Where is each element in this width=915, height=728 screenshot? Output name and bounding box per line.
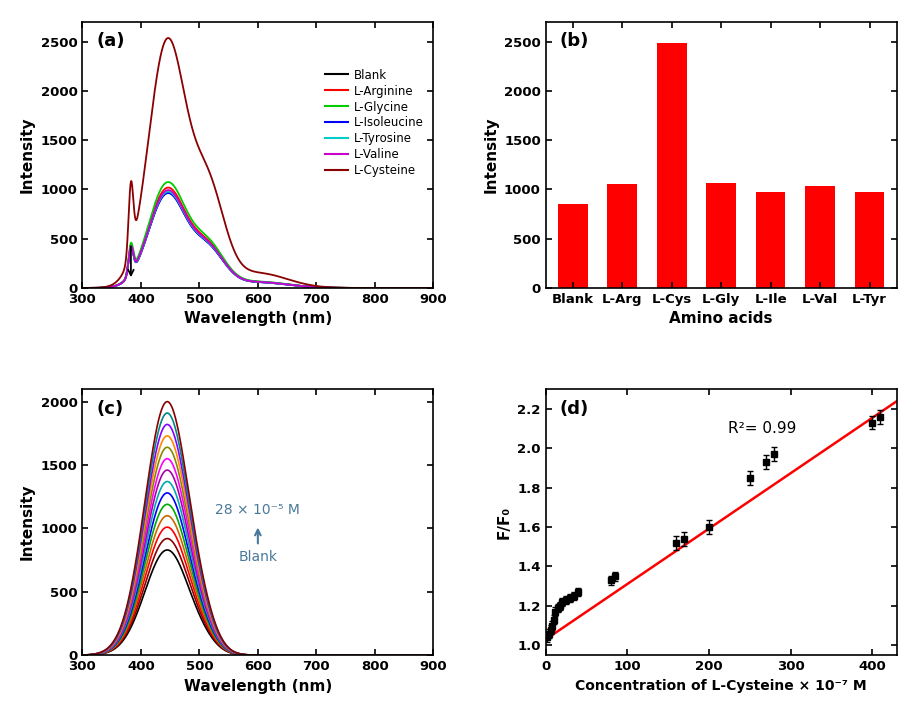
Bar (558, 204, 587, 288)
Bar (756, 192, 785, 288)
Y-axis label: Intensity: Intensity (20, 116, 35, 193)
Y-axis label: Intensity: Intensity (483, 116, 499, 193)
Text: Blank: Blank (238, 550, 277, 564)
Text: (d): (d) (560, 400, 589, 418)
Bar (706, 183, 736, 288)
Bar (608, 184, 637, 288)
X-axis label: Wavelength (nm): Wavelength (nm) (184, 312, 332, 326)
Text: R²= 0.99: R²= 0.99 (728, 421, 797, 436)
Bar (855, 192, 884, 288)
Bar (657, 42, 686, 288)
X-axis label: Concentration of L-Cysteine × 10⁻⁷ M: Concentration of L-Cysteine × 10⁻⁷ M (576, 678, 867, 692)
Legend: Blank, L-Arginine, L-Glycine, L-Isoleucine, L-Tyrosine, L-Valine, L-Cysteine: Blank, L-Arginine, L-Glycine, L-Isoleuci… (321, 65, 427, 181)
Y-axis label: Intensity: Intensity (20, 484, 35, 561)
Y-axis label: F/F₀: F/F₀ (497, 505, 511, 539)
X-axis label: Wavelength (nm): Wavelength (nm) (184, 678, 332, 694)
Text: (c): (c) (96, 400, 124, 418)
Text: (a): (a) (96, 33, 124, 50)
Bar (805, 186, 834, 288)
Text: 28 × 10⁻⁵ M: 28 × 10⁻⁵ M (215, 503, 300, 517)
X-axis label: Amino acids: Amino acids (670, 312, 773, 326)
Text: (b): (b) (560, 33, 589, 50)
